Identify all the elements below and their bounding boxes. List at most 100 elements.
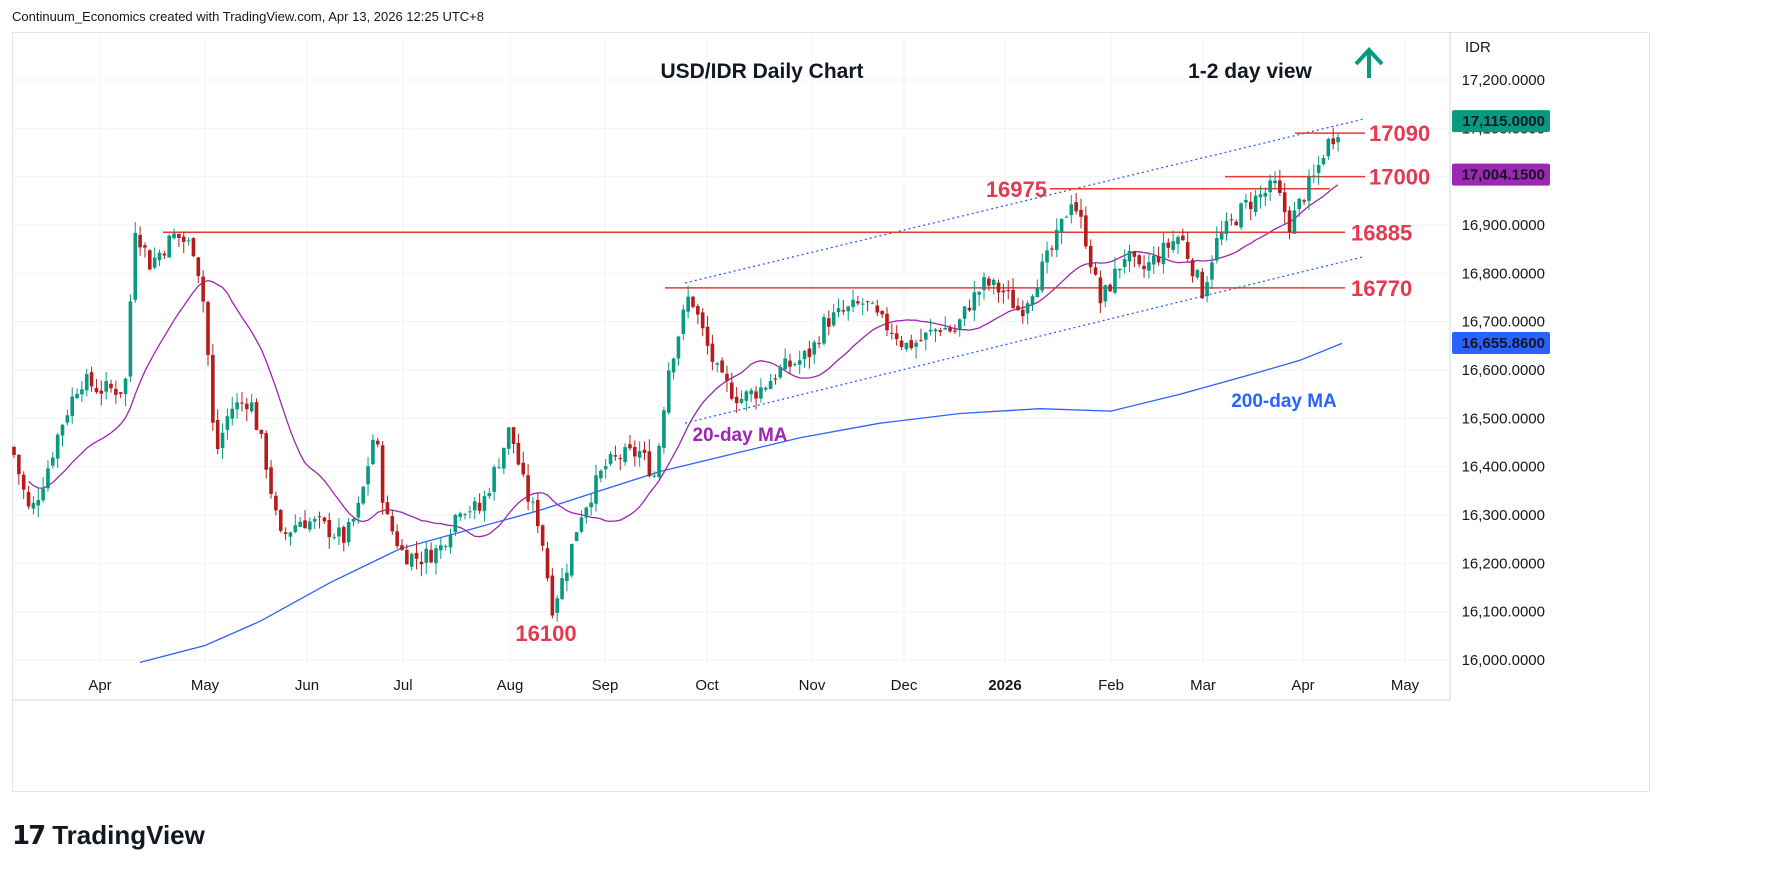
candle-body — [948, 327, 952, 332]
candle-body — [671, 358, 676, 373]
price-tick-label: 16,000.0000 — [1462, 652, 1545, 669]
candle-body — [516, 442, 521, 465]
price-tick-label: 16,500.0000 — [1462, 410, 1545, 427]
candle-body — [366, 466, 370, 485]
candle-body — [167, 235, 171, 258]
candle-body — [1011, 290, 1015, 309]
month-label: Dec — [891, 677, 918, 694]
candle-body — [1219, 232, 1224, 240]
candle-body — [157, 252, 162, 261]
candle-body — [269, 467, 273, 494]
price-badge — [1452, 332, 1550, 355]
candle-body — [1151, 255, 1156, 265]
candle-body — [885, 313, 889, 331]
candle-body — [308, 521, 312, 530]
candle-body — [574, 532, 579, 542]
candle-body — [283, 532, 288, 535]
candle-body — [1292, 210, 1297, 234]
candle-body — [46, 468, 50, 489]
candle-body — [1113, 268, 1117, 293]
support-resistance-levels — [163, 132, 1365, 289]
candle-body — [351, 518, 356, 522]
tradingview-logo[interactable]: 17 TradingView — [12, 820, 205, 851]
candle-body — [434, 548, 438, 564]
candle-body — [12, 446, 16, 456]
candle-body — [133, 232, 138, 300]
candle-body — [405, 549, 409, 565]
candle-body — [608, 454, 613, 464]
candle-body — [846, 306, 850, 312]
candle-body — [191, 238, 196, 257]
candle-body — [783, 358, 787, 370]
candle-body — [337, 527, 341, 537]
candle-body — [89, 372, 94, 387]
candle-body — [1297, 198, 1302, 210]
candle-body — [982, 277, 986, 291]
candle-body — [521, 462, 526, 475]
candle-body — [342, 527, 346, 543]
candle-body — [206, 301, 210, 355]
candle-body — [492, 467, 496, 492]
candle-body — [1156, 256, 1161, 263]
candle-body — [754, 391, 758, 399]
candle-body — [831, 312, 836, 326]
candle-body — [827, 318, 831, 327]
candle-body — [613, 455, 618, 457]
candle-body — [962, 306, 967, 319]
candle-body — [1181, 235, 1185, 241]
candle-body — [114, 388, 118, 395]
candle-body — [439, 545, 443, 551]
usd-idr-chart[interactable]: USD/IDR Daily Chart 1-2 day view 17090 1700… — [0, 0, 1779, 800]
candle-body — [1118, 268, 1122, 271]
time-axis: Apr May Jun Jul Aug Sep Oct Nov Dec 2026 Feb Mar Apr… — [88, 677, 1419, 694]
level-label-16770: 16770 — [1351, 276, 1412, 301]
candle-body — [1025, 303, 1030, 314]
candle-body — [1108, 284, 1112, 292]
candle-body — [1268, 180, 1272, 193]
candle-body — [1234, 221, 1238, 226]
price-tick-label: 16,700.0000 — [1462, 314, 1545, 331]
candle-body — [1064, 216, 1069, 218]
candle-body — [1200, 271, 1205, 299]
price-tick-label: 16,600.0000 — [1462, 362, 1545, 379]
candle-body — [312, 518, 317, 522]
candle-body — [637, 451, 642, 458]
candle-body — [904, 342, 909, 350]
candle-body — [1331, 138, 1335, 145]
candle-body — [1273, 180, 1277, 184]
price-badge-label: 17,115.0000 — [1462, 113, 1545, 130]
candle-body — [104, 381, 108, 392]
candle-body — [225, 416, 230, 430]
candle-body — [909, 340, 914, 349]
ma200-line — [139, 342, 1343, 664]
candle-body — [943, 327, 947, 330]
candle-body — [1021, 309, 1025, 317]
candle-body — [599, 470, 603, 479]
candle-body — [443, 545, 448, 547]
candle-body — [802, 350, 807, 360]
candle-body — [118, 392, 123, 394]
candle-body — [880, 311, 884, 315]
candle-body — [569, 543, 574, 576]
candle-body — [1161, 242, 1166, 265]
candle-body — [749, 390, 753, 395]
candle-body — [914, 342, 918, 347]
level-label-17000: 17000 — [1369, 165, 1430, 190]
candle-body — [143, 245, 147, 248]
candlesticks — [12, 127, 1340, 622]
candle-body — [856, 301, 860, 304]
candle-body — [555, 598, 559, 613]
candle-body — [385, 502, 390, 515]
candle-body — [720, 360, 724, 373]
candle-body — [628, 444, 632, 449]
candle-body — [987, 278, 991, 286]
ma200-path — [139, 342, 1343, 664]
candle-body — [1248, 201, 1253, 210]
candle-body — [1244, 199, 1248, 203]
candle-body — [482, 496, 487, 512]
candle-body — [1253, 195, 1258, 212]
candle-body — [75, 393, 79, 399]
candle-body — [773, 378, 778, 380]
candle-body — [676, 336, 681, 359]
candle-body — [506, 427, 511, 449]
